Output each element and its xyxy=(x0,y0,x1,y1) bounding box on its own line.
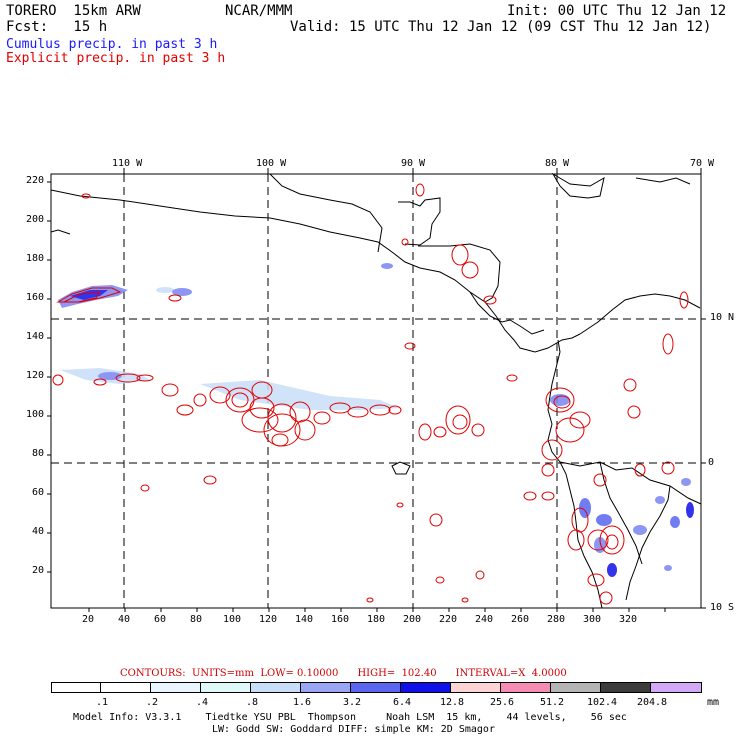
colorbar-label: .8 xyxy=(245,697,259,708)
y-tick-label: 40 xyxy=(32,526,45,537)
y-tick-label: 100 xyxy=(26,409,45,420)
colorbar-label: 204.8 xyxy=(636,697,668,708)
colorbar-cell xyxy=(600,682,651,693)
x-tick-label: 20 xyxy=(82,614,95,625)
colorbar-label: 25.6 xyxy=(489,697,515,708)
valid-time: Valid: 15 UTC Thu 12 Jan 12 (09 CST Thu … xyxy=(290,19,712,35)
colorbar-cell xyxy=(200,682,251,693)
org-name: NCAR/MMM xyxy=(225,3,293,19)
colorbar-label: .2 xyxy=(145,697,159,708)
cumulus-precip xyxy=(58,263,694,577)
x-tick-label: 120 xyxy=(259,614,278,625)
colorbar-cell xyxy=(150,682,201,693)
y-tick-label: 20 xyxy=(32,565,45,576)
x-tick-label: 260 xyxy=(511,614,530,625)
x-tick-label: 200 xyxy=(403,614,422,625)
colorbar-label: 3.2 xyxy=(342,697,362,708)
init-time: Init: 00 UTC Thu 12 Jan 12 xyxy=(507,3,727,19)
colorbar-cell xyxy=(51,682,101,693)
x-tick-label: 140 xyxy=(295,614,314,625)
y-tick-label: 120 xyxy=(26,370,45,381)
model-name: TORERO 15km ARW xyxy=(6,3,141,19)
colorbar-cell xyxy=(650,682,702,693)
precip-map xyxy=(47,168,706,612)
colorbar-label: .1 xyxy=(95,697,109,708)
lat-label: 10 N xyxy=(710,312,735,323)
graticule xyxy=(51,174,701,608)
explicit-label: Explicit precip. in past 3 h xyxy=(6,51,226,66)
colorbar-cell xyxy=(250,682,301,693)
colorbar-cell xyxy=(350,682,401,693)
y-tick-label: 140 xyxy=(26,331,45,342)
x-tick-label: 300 xyxy=(583,614,602,625)
x-tick-label: 320 xyxy=(619,614,638,625)
x-tick-label: 220 xyxy=(439,614,458,625)
y-tick-label: 60 xyxy=(32,487,45,498)
x-tick-label: 80 xyxy=(190,614,203,625)
colorbar-label: 102.4 xyxy=(586,697,618,708)
lon-label: 90 W xyxy=(401,158,426,169)
cumulus-label: Cumulus precip. in past 3 h xyxy=(6,37,218,52)
x-tick-label: 60 xyxy=(154,614,167,625)
colorbar-label: 6.4 xyxy=(392,697,412,708)
x-tick-label: 240 xyxy=(475,614,494,625)
colorbar-cell xyxy=(100,682,151,693)
colorbar-label: .4 xyxy=(195,697,209,708)
lon-label: 80 W xyxy=(545,158,570,169)
y-tick-label: 180 xyxy=(26,253,45,264)
coastline xyxy=(50,172,702,609)
lon-label: 100 W xyxy=(256,158,287,169)
contours-info: CONTOURS: UNITS=mm LOW= 0.10000 HIGH= 10… xyxy=(120,668,567,679)
axis-ticks xyxy=(47,168,706,612)
y-tick-label: 220 xyxy=(26,175,45,186)
y-tick-label: 80 xyxy=(32,448,45,459)
x-tick-label: 100 xyxy=(223,614,242,625)
colorbar-label: 12.8 xyxy=(439,697,465,708)
lat-label: 10 S xyxy=(710,602,735,613)
colorbar-cell xyxy=(550,682,601,693)
colorbar-unit: mm xyxy=(706,697,720,708)
x-tick-label: 40 xyxy=(118,614,131,625)
colorbar-label: 1.6 xyxy=(292,697,312,708)
lon-label: 110 W xyxy=(112,158,143,169)
lat-label: 0 xyxy=(708,457,715,468)
y-tick-label: 200 xyxy=(26,214,45,225)
colorbar-cell xyxy=(450,682,501,693)
colorbar-label: 51.2 xyxy=(539,697,565,708)
forecast-hour: Fcst: 15 h xyxy=(6,19,108,35)
lon-label: 70 W xyxy=(690,158,715,169)
colorbar-cell xyxy=(500,682,551,693)
map-frame xyxy=(50,173,702,609)
colorbar-cell xyxy=(400,682,451,693)
explicit-precip xyxy=(52,183,689,605)
y-tick-label: 160 xyxy=(26,292,45,303)
model-info: Model Info: V3.3.1 Tiedtke YSU PBL Thomp… xyxy=(73,712,627,723)
model-physics: LW: Godd SW: Goddard DIFF: simple KM: 2D… xyxy=(212,724,495,735)
x-tick-label: 180 xyxy=(367,614,386,625)
x-tick-label: 280 xyxy=(547,614,566,625)
x-tick-label: 160 xyxy=(331,614,350,625)
colorbar-cell xyxy=(300,682,351,693)
